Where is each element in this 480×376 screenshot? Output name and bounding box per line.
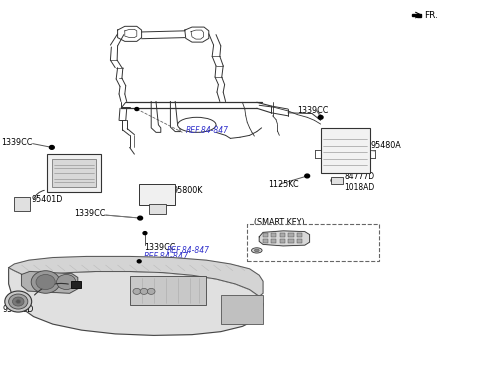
Text: 84777D
1018AD: 84777D 1018AD xyxy=(345,172,375,192)
FancyBboxPatch shape xyxy=(321,128,370,173)
Text: REF.84-847: REF.84-847 xyxy=(144,252,189,261)
Circle shape xyxy=(5,291,32,312)
Circle shape xyxy=(12,297,24,306)
Text: 95440K: 95440K xyxy=(346,237,376,246)
Ellipse shape xyxy=(254,249,259,252)
Circle shape xyxy=(9,294,28,309)
Text: (SMART KEY): (SMART KEY) xyxy=(254,218,305,227)
Text: 95413A: 95413A xyxy=(298,247,328,256)
Circle shape xyxy=(318,115,323,119)
FancyBboxPatch shape xyxy=(280,233,285,237)
Text: 95401D: 95401D xyxy=(31,195,62,204)
FancyBboxPatch shape xyxy=(221,295,263,324)
Ellipse shape xyxy=(252,248,262,253)
Text: 1339CC: 1339CC xyxy=(298,106,329,115)
Circle shape xyxy=(305,174,310,178)
FancyBboxPatch shape xyxy=(263,239,268,243)
Circle shape xyxy=(147,288,155,294)
Circle shape xyxy=(135,108,139,111)
Text: 1339CC: 1339CC xyxy=(1,138,32,147)
Text: 95480A: 95480A xyxy=(371,141,401,150)
Text: 1125KC: 1125KC xyxy=(268,180,299,190)
Polygon shape xyxy=(22,271,78,293)
Text: REF.84-847: REF.84-847 xyxy=(167,246,210,255)
Text: REF.84-847: REF.84-847 xyxy=(186,126,229,135)
Text: 1339CC: 1339CC xyxy=(144,243,175,252)
Polygon shape xyxy=(9,256,263,296)
FancyBboxPatch shape xyxy=(71,281,81,288)
Text: 95800K: 95800K xyxy=(173,186,203,195)
FancyBboxPatch shape xyxy=(271,233,276,237)
Text: FR.: FR. xyxy=(424,11,438,20)
Circle shape xyxy=(31,271,60,293)
Circle shape xyxy=(16,300,21,303)
Circle shape xyxy=(36,274,55,290)
FancyBboxPatch shape xyxy=(288,239,294,243)
FancyBboxPatch shape xyxy=(271,239,276,243)
FancyBboxPatch shape xyxy=(263,233,268,237)
FancyBboxPatch shape xyxy=(149,204,166,214)
Text: HYUNDAI: HYUNDAI xyxy=(24,261,46,266)
Polygon shape xyxy=(412,14,421,17)
Circle shape xyxy=(143,232,147,235)
FancyBboxPatch shape xyxy=(288,233,294,237)
FancyBboxPatch shape xyxy=(280,239,285,243)
Circle shape xyxy=(133,288,141,294)
FancyBboxPatch shape xyxy=(297,233,302,237)
Circle shape xyxy=(137,260,141,263)
Circle shape xyxy=(140,288,148,294)
Circle shape xyxy=(57,274,76,290)
Text: 1339CC: 1339CC xyxy=(74,209,106,218)
Polygon shape xyxy=(9,268,263,335)
FancyBboxPatch shape xyxy=(297,239,302,243)
FancyBboxPatch shape xyxy=(331,177,343,184)
FancyBboxPatch shape xyxy=(247,224,379,261)
Circle shape xyxy=(138,216,143,220)
Text: 95430D: 95430D xyxy=(2,305,34,314)
Circle shape xyxy=(49,146,54,149)
Ellipse shape xyxy=(178,117,216,132)
FancyBboxPatch shape xyxy=(47,154,101,192)
FancyBboxPatch shape xyxy=(130,276,206,305)
Circle shape xyxy=(331,179,336,182)
FancyBboxPatch shape xyxy=(52,159,96,187)
FancyBboxPatch shape xyxy=(139,184,175,205)
FancyBboxPatch shape xyxy=(14,197,30,211)
Polygon shape xyxy=(259,231,310,246)
